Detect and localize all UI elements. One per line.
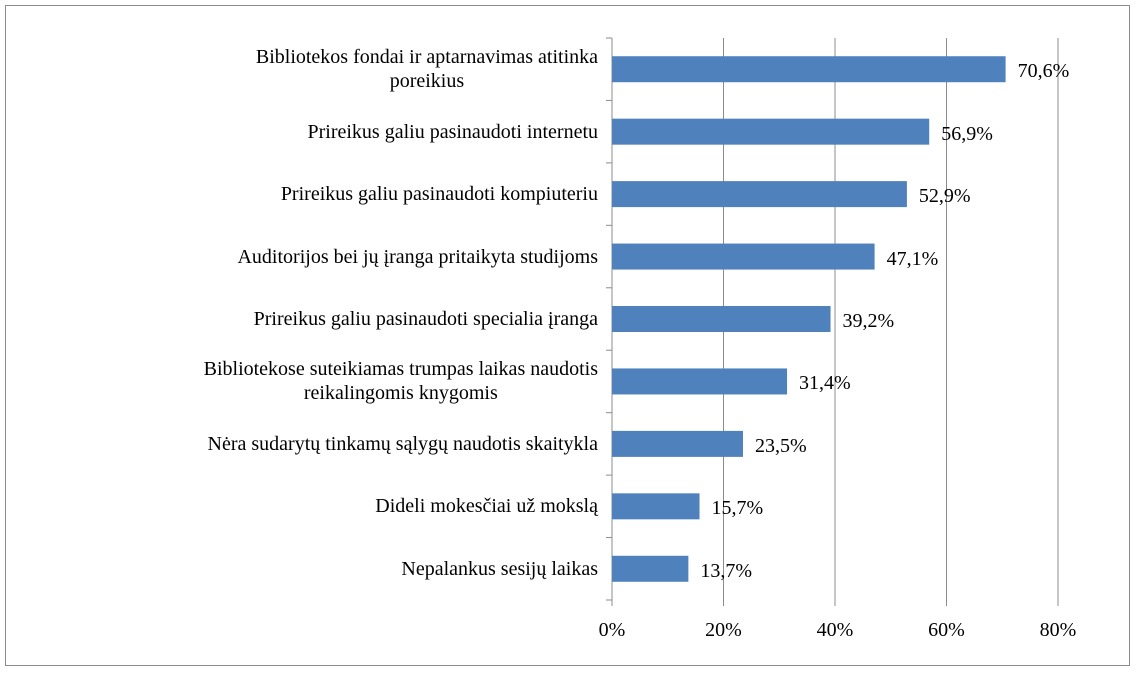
value-label: 47,1% [886, 247, 939, 270]
category-label: Bibliotekose suteikiamas trumpas laikas … [203, 358, 598, 405]
value-label: 23,5% [755, 434, 807, 457]
x-tick-label: 40% [816, 619, 854, 641]
bar [612, 56, 1006, 83]
bar [612, 181, 907, 208]
category-label: Prireikus galiu pasinaudoti specialia įr… [253, 308, 598, 330]
bar [612, 430, 744, 457]
category-label: Auditorijos bei jų įranga pritaikyta stu… [237, 245, 598, 268]
value-label: 31,4% [799, 372, 851, 395]
chart-frame [5, 5, 1130, 666]
value-label: 70,6% [1017, 60, 1070, 83]
bar [612, 555, 689, 582]
x-tick-label: 20% [705, 619, 742, 641]
bar [612, 306, 831, 332]
value-label: 52,9% [918, 185, 971, 208]
x-tick-label: 0% [598, 619, 626, 641]
category-label: Dideli mokesčiai už mokslą [375, 495, 598, 518]
value-label: 56,9% [941, 122, 993, 145]
category-label: Nepalankus sesijų laikas [401, 557, 598, 580]
bar [612, 493, 700, 520]
category-label: Prireikus galiu pasinaudoti kompiuteriu [280, 183, 598, 206]
category-label: Bibliotekos fondai ir aptarnavimas atiti… [255, 46, 598, 93]
category-label: Nėra sudarytų tinkamų sąlygų naudotis sk… [207, 432, 598, 455]
value-label: 13,7% [700, 559, 753, 582]
bar [612, 118, 930, 145]
x-tick-label: 60% [928, 619, 965, 641]
bar [612, 368, 788, 395]
category-label: Prireikus galiu pasinaudoti internetu [307, 120, 599, 143]
value-label: 15,7% [711, 497, 764, 520]
bar [612, 243, 875, 270]
x-tick-label: 80% [1039, 619, 1077, 641]
value-label: 39,2% [842, 310, 895, 332]
